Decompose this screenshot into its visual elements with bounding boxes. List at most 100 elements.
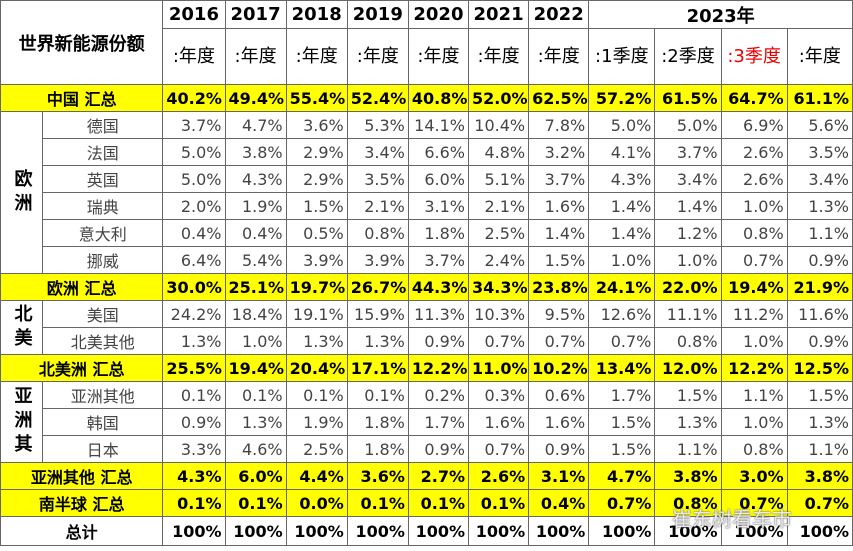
share-cell: 1.0% (720, 192, 788, 220)
share-cell: 2.4% (467, 246, 530, 274)
share-cell: 2.6% (467, 462, 530, 490)
total-row: 总计 100% 100% 100% 100% 100% 100% 100% 100% 100% 10… (0, 516, 853, 546)
data-row: 英国 5.0% 4.3% 2.9% 3.5% 6.0% 5.1% 3.7% 4.3% 3.4% 2.… (1, 165, 853, 193)
share-cell: 0.7% (467, 435, 530, 463)
share-cell: 1.7% (407, 408, 470, 436)
share-cell: 19.4% (720, 273, 788, 301)
share-cell: 6.9% (720, 111, 788, 139)
share-cell: 0.8% (720, 219, 788, 247)
share-cell: 2.7% (407, 462, 470, 490)
share-cell: 5.0% (162, 165, 226, 193)
share-cell: 3.7% (407, 246, 470, 274)
share-cell: 4.1% (588, 138, 656, 166)
share-cell: 6.4% (162, 246, 226, 274)
share-cell: 3.8% (786, 462, 853, 490)
share-cell: 11.0% (467, 354, 530, 382)
share-cell: 0.9% (162, 408, 226, 436)
group-label: 欧洲 (0, 111, 44, 274)
share-cell: 14.1% (407, 111, 470, 139)
group-label: 亚洲其 (0, 381, 44, 463)
share-cell: 1.2% (654, 219, 722, 247)
share-cell: 0.8% (720, 435, 788, 463)
share-cell: 0.9% (407, 435, 470, 463)
share-cell: 4.6% (224, 435, 287, 463)
year-header: 2016 (162, 0, 226, 29)
share-cell: 10.2% (528, 354, 590, 382)
share-cell: 3.7% (654, 138, 722, 166)
share-cell: 3.8% (224, 138, 287, 166)
period-header: :年度 (346, 28, 409, 85)
share-cell: 2.6% (720, 138, 788, 166)
share-cell: 12.2% (407, 354, 470, 382)
share-cell: 2.9% (285, 138, 348, 166)
share-cell: 1.4% (528, 219, 590, 247)
share-cell: 100% (720, 516, 788, 546)
share-cell: 0.7% (786, 489, 853, 517)
share-cell: 0.0% (285, 489, 348, 517)
share-cell: 2.5% (285, 435, 348, 463)
share-cell: 1.6% (528, 192, 590, 220)
share-cell: 2.5% (467, 219, 530, 247)
data-row: 意大利 0.4% 0.4% 0.5% 0.8% 1.8% 2.5% 1.4% 1.4% 1.2% 0… (1, 219, 853, 247)
share-cell: 18.4% (224, 300, 287, 328)
share-cell: 3.9% (285, 246, 348, 274)
data-row: 亚洲其 亚洲其他 0.1% 0.1% 0.1% 0.1% 0.2% 0.3% 0.6% 1.7% 1… (0, 381, 853, 463)
period-header: :年度 (407, 28, 470, 85)
share-cell: 0.8% (346, 219, 409, 247)
share-cell: 1.3% (654, 408, 722, 436)
share-cell: 0.7% (588, 489, 656, 517)
share-cell: 100% (407, 516, 470, 546)
year-header: 2019 (346, 0, 409, 29)
share-cell: 100% (224, 516, 287, 546)
data-row: 挪威 6.4% 5.4% 3.9% 3.9% 3.7% 2.4% 1.5% 1.0% 1.0% 0.… (1, 246, 853, 274)
share-cell: 3.4% (346, 138, 409, 166)
share-cell: 0.7% (467, 327, 530, 355)
share-cell: 4.8% (467, 138, 530, 166)
share-cell: 61.5% (654, 84, 722, 112)
share-cell: 6.0% (224, 462, 287, 490)
share-cell: 3.7% (528, 165, 590, 193)
share-cell: 100% (588, 516, 656, 546)
corner-header: 世界新能源份额 (0, 0, 164, 85)
row-label: 韩国 (42, 408, 164, 436)
row-label: 日本 (42, 435, 164, 463)
share-cell: 100% (162, 516, 226, 546)
share-cell: 6.6% (407, 138, 470, 166)
share-cell: 1.1% (786, 435, 853, 463)
share-cell: 57.2% (588, 84, 656, 112)
share-cell: 2.9% (285, 165, 348, 193)
share-cell: 1.9% (224, 192, 287, 220)
share-cell: 0.9% (786, 327, 853, 355)
share-cell: 5.0% (588, 111, 656, 139)
share-cell: 3.9% (346, 246, 409, 274)
share-cell: 2.1% (346, 192, 409, 220)
share-cell: 19.7% (285, 273, 348, 301)
share-cell: 4.7% (224, 111, 287, 139)
share-cell: 3.4% (786, 165, 853, 193)
share-cell: 25.5% (162, 354, 226, 382)
share-cell: 1.9% (285, 408, 348, 436)
data-row: 法国 5.0% 3.8% 2.9% 3.4% 6.6% 4.8% 3.2% 4.1% 3.7% 2.… (1, 138, 853, 166)
share-cell: 100% (528, 516, 590, 546)
data-row: 日本 3.3% 4.6% 2.5% 1.8% 0.9% 0.7% 0.9% 1.5% 1.1% 0.… (1, 435, 853, 463)
row-label: 德国 (42, 111, 164, 139)
share-cell: 0.4% (162, 219, 226, 247)
share-cell: 62.5% (528, 84, 590, 112)
year-header: 2017 (224, 0, 287, 29)
share-cell: 1.0% (224, 327, 287, 355)
share-cell: 10.4% (467, 111, 530, 139)
share-cell: 0.3% (467, 381, 530, 409)
share-cell: 21.9% (786, 273, 853, 301)
share-cell: 30.0% (162, 273, 226, 301)
share-cell: 3.7% (162, 111, 226, 139)
share-cell: 11.2% (720, 300, 788, 328)
share-cell: 1.6% (467, 408, 530, 436)
share-cell: 1.3% (285, 327, 348, 355)
share-cell: 5.0% (654, 111, 722, 139)
row-label: 法国 (42, 138, 164, 166)
share-cell: 3.6% (285, 111, 348, 139)
year-header: 2021 (467, 0, 530, 29)
share-cell: 2.0% (162, 192, 226, 220)
